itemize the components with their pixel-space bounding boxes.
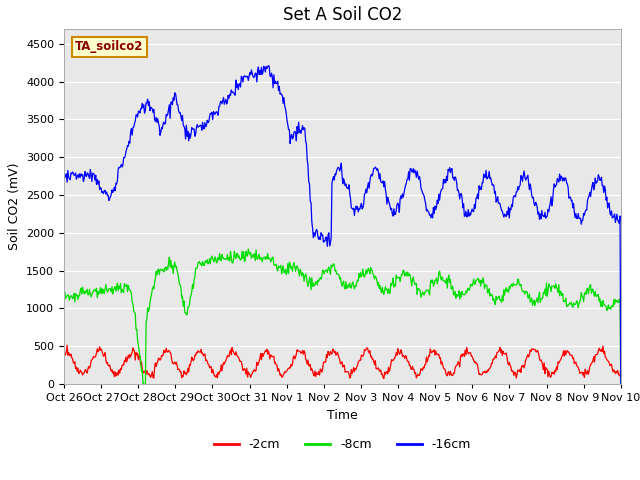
-16cm: [617, 382, 625, 387]
-8cm: [141, 392, 148, 397]
-16cm: [214, 110, 221, 116]
-2cm: [128, 349, 136, 355]
-2cm: [71, 359, 79, 365]
-2cm: [63, 342, 71, 348]
-16cm: [411, 167, 419, 173]
-8cm: [70, 291, 78, 297]
-16cm: [127, 126, 135, 132]
-8cm: [617, 386, 625, 392]
-8cm: [185, 304, 193, 310]
-2cm: [185, 369, 193, 375]
Text: TA_soilco2: TA_soilco2: [75, 40, 143, 53]
-2cm: [380, 376, 388, 382]
-8cm: [127, 290, 135, 296]
-8cm: [60, 291, 68, 297]
Legend: -2cm, -8cm, -16cm: -2cm, -8cm, -16cm: [209, 433, 476, 456]
Line: -16cm: -16cm: [64, 66, 621, 384]
Line: -2cm: -2cm: [64, 345, 621, 379]
-16cm: [70, 172, 78, 178]
-8cm: [412, 281, 419, 287]
-16cm: [184, 129, 192, 134]
Y-axis label: Soil CO2 (mV): Soil CO2 (mV): [8, 163, 20, 250]
-2cm: [428, 350, 436, 356]
-2cm: [412, 370, 419, 375]
-8cm: [428, 280, 436, 286]
-2cm: [60, 348, 68, 353]
-16cm: [264, 63, 272, 69]
-16cm: [428, 215, 435, 221]
-8cm: [214, 254, 222, 260]
X-axis label: Time: Time: [327, 408, 358, 421]
Title: Set A Soil CO2: Set A Soil CO2: [283, 6, 402, 24]
-2cm: [617, 365, 625, 371]
-2cm: [214, 370, 222, 375]
Line: -8cm: -8cm: [64, 249, 621, 395]
-16cm: [60, 173, 68, 179]
-8cm: [244, 246, 252, 252]
